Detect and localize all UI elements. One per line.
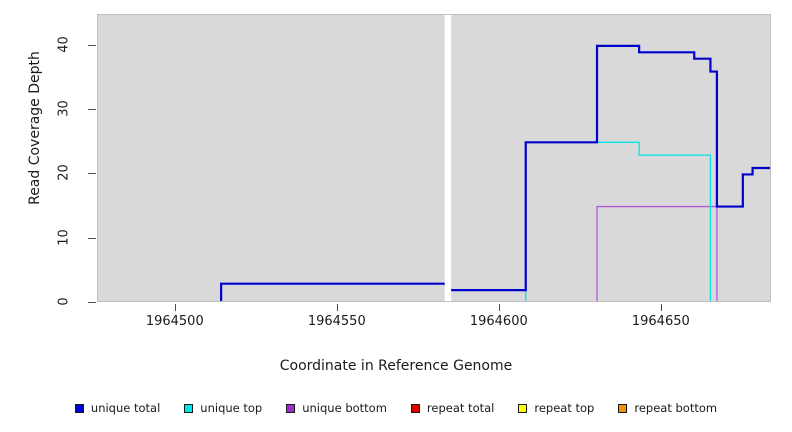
y-tick-mark	[88, 173, 96, 175]
legend-swatch-icon	[618, 403, 628, 413]
legend-swatch-icon	[74, 403, 84, 413]
y-tick-mark	[88, 237, 96, 239]
y-tick-label: 0	[56, 297, 72, 306]
x-tick-mark	[174, 304, 176, 311]
legend-swatch-icon	[286, 403, 296, 413]
legend-label: unique bottom	[302, 401, 387, 415]
plot-panel	[97, 14, 771, 302]
x-tick-label: 1964600	[469, 314, 528, 329]
y-tick-mark	[88, 44, 96, 46]
series-line-unique-total	[220, 44, 770, 301]
y-tick-label: 40	[56, 36, 72, 53]
legend-swatch-icon	[184, 403, 194, 413]
legend-item[interactable]: unique top	[184, 401, 262, 415]
y-tick-label: 10	[56, 228, 72, 246]
legend-item[interactable]: repeat total	[410, 401, 495, 415]
legend-label: unique total	[90, 401, 161, 415]
y-tick-mark	[88, 302, 96, 303]
x-tick-label: 1964500	[145, 314, 204, 329]
legend-label: unique top	[200, 401, 263, 415]
x-tick-mark	[336, 304, 338, 311]
legend-item[interactable]: repeat top	[518, 401, 594, 415]
legend-swatch-icon	[410, 403, 420, 413]
legend-label: repeat total	[426, 401, 495, 415]
y-tick-label: 30	[56, 100, 72, 117]
x-tick-mark	[498, 304, 500, 311]
x-tick-label: 1964550	[307, 314, 366, 329]
x-tick-mark	[660, 304, 662, 311]
legend-item[interactable]: unique bottom	[286, 401, 387, 415]
legend-item[interactable]: unique total	[74, 401, 161, 415]
legend-swatch-icon	[518, 403, 528, 413]
y-axis-title: Read Coverage Depth	[27, 51, 43, 205]
series-line-unique-top	[525, 141, 712, 301]
legend-item[interactable]: repeat bottom	[618, 401, 717, 415]
chart-legend: unique total unique top unique bottom repea…	[0, 396, 792, 420]
legend-label: repeat top	[534, 401, 595, 415]
y-tick-label: 20	[56, 164, 72, 182]
y-tick-mark	[88, 109, 96, 111]
plot-svg	[220, 15, 770, 301]
data-gap-band	[444, 15, 452, 301]
legend-label: repeat bottom	[634, 401, 718, 415]
x-tick-label: 1964650	[631, 314, 690, 329]
x-axis-title: Coordinate in Reference Genome	[279, 358, 513, 374]
series-line-unique-bottom	[596, 205, 718, 301]
